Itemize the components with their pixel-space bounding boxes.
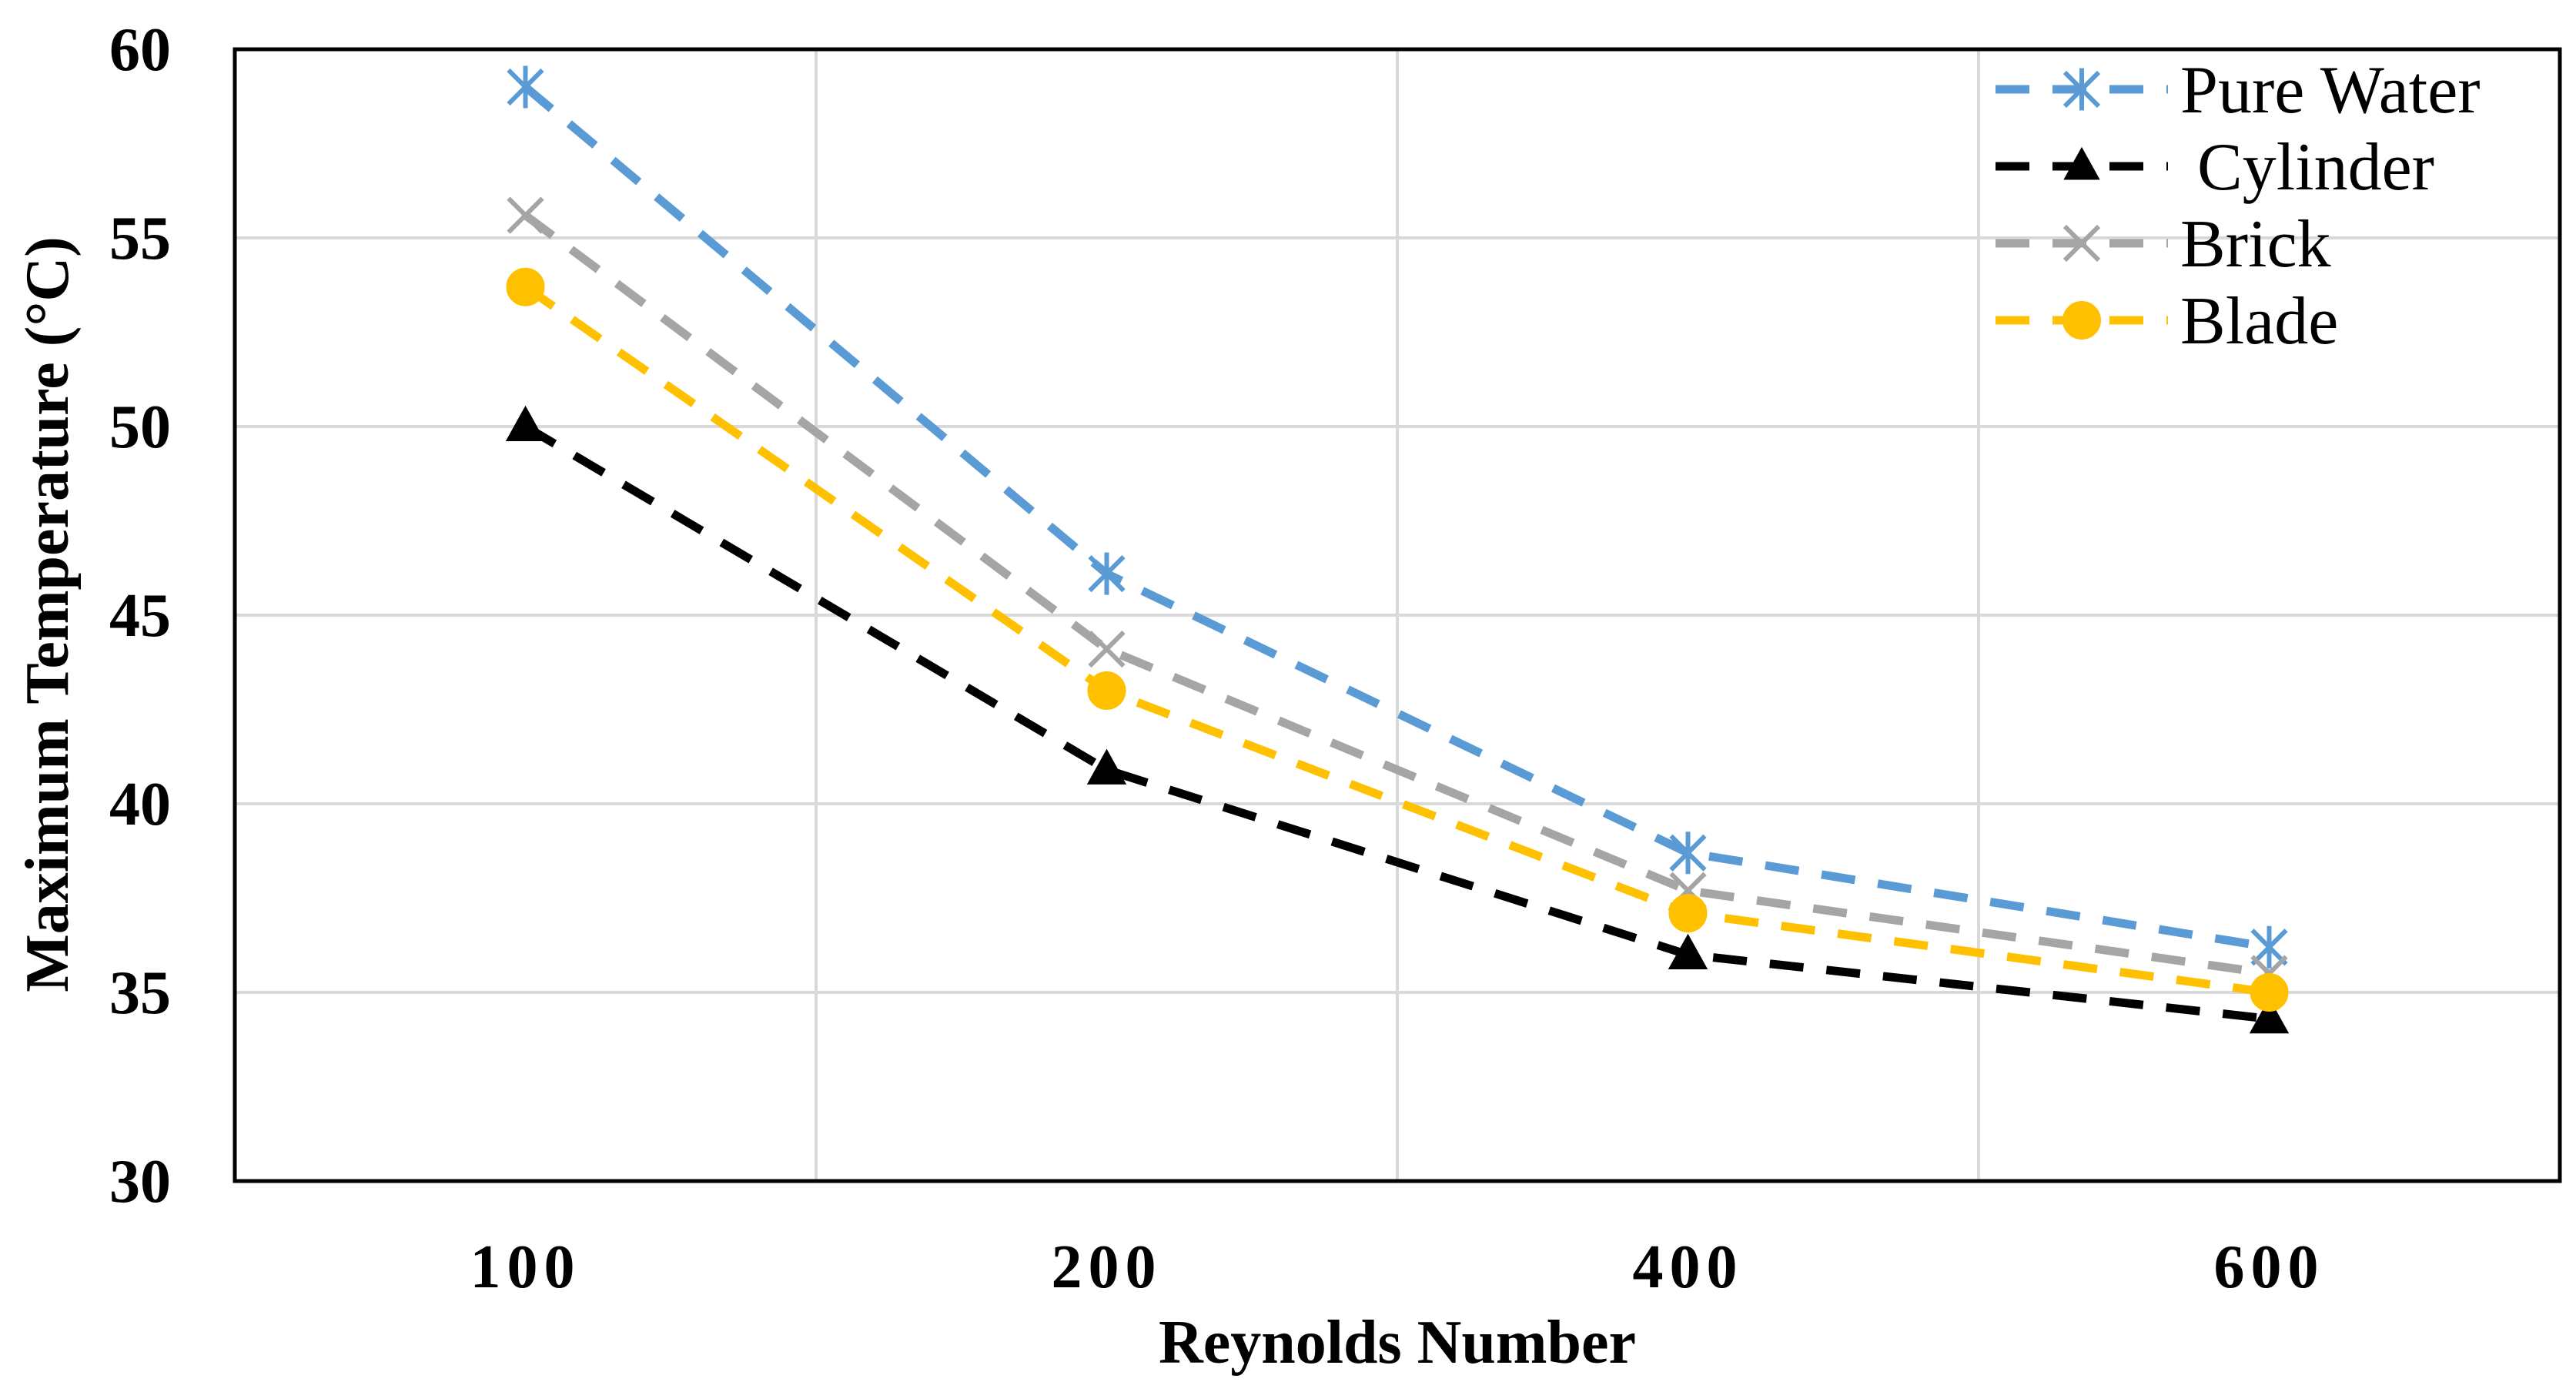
series-line-brick: [523, 212, 2270, 978]
legend-marker-blade: [2062, 301, 2101, 340]
y-tick-label-30: 30: [109, 1148, 171, 1216]
x-tick-label-200: 200: [1052, 1233, 1163, 1301]
y-tick-label-45: 45: [109, 582, 171, 650]
point-blade-600: [2250, 973, 2289, 1012]
y-tick-label-50: 50: [109, 393, 171, 461]
point-brick-200: [1088, 630, 1126, 668]
plot-frame: [233, 47, 2562, 1183]
legend-marker-cylinder: [2063, 146, 2100, 180]
legend-label-cylinder: Cylinder: [2180, 130, 2434, 205]
x-axis-ticks: 100 200 400 600: [470, 1233, 2325, 1301]
legend-entry-brick: Brick: [1996, 207, 2331, 282]
legend-label-pure-water: Pure Water: [2180, 53, 2481, 128]
series-layer: [505, 65, 2290, 1034]
series-line-blade: [523, 283, 2270, 997]
point-blade-200: [1087, 671, 1126, 710]
legend-entry-pure-water: Pure Water: [1996, 53, 2481, 128]
y-tick-label-55: 55: [109, 205, 171, 273]
point-pure-water-100: [507, 65, 544, 109]
legend-label-brick: Brick: [2180, 207, 2331, 282]
legend-entry-blade: Blade: [1996, 284, 2338, 359]
point-cylinder-600: [2249, 998, 2290, 1034]
series-blade: [506, 267, 2289, 1012]
y-tick-label-60: 60: [109, 16, 171, 84]
series-pure-water: [507, 65, 2288, 969]
point-pure-water-400: [1669, 832, 1707, 875]
y-axis-ticks: 30 35 40 45 50 55 60: [109, 16, 171, 1216]
y-tick-label-35: 35: [109, 959, 171, 1027]
series-line-cylinder: [523, 423, 2270, 1023]
point-cylinder-200: [1086, 748, 1127, 785]
point-cylinder-100: [505, 405, 546, 441]
legend-marker-brick: [2062, 224, 2101, 263]
legend-entry-cylinder: Cylinder: [1996, 130, 2434, 205]
x-tick-label-600: 600: [2214, 1233, 2325, 1301]
point-cylinder-400: [1668, 933, 1708, 969]
point-pure-water-200: [1088, 552, 1126, 595]
x-tick-label-100: 100: [470, 1233, 581, 1301]
point-blade-100: [506, 267, 545, 306]
point-brick-100: [507, 196, 544, 234]
y-axis-title: Maximum Temperature (°C): [14, 236, 82, 992]
x-axis-title: Reynolds Number: [1159, 1309, 1636, 1377]
legend-marker-pure-water: [2062, 68, 2101, 111]
x-tick-label-400: 400: [1633, 1233, 1744, 1301]
point-pure-water-600: [2250, 925, 2288, 969]
legend-label-blade: Blade: [2180, 284, 2338, 359]
y-tick-label-40: 40: [109, 771, 171, 838]
point-blade-400: [1668, 894, 1708, 933]
series-cylinder: [505, 405, 2290, 1034]
